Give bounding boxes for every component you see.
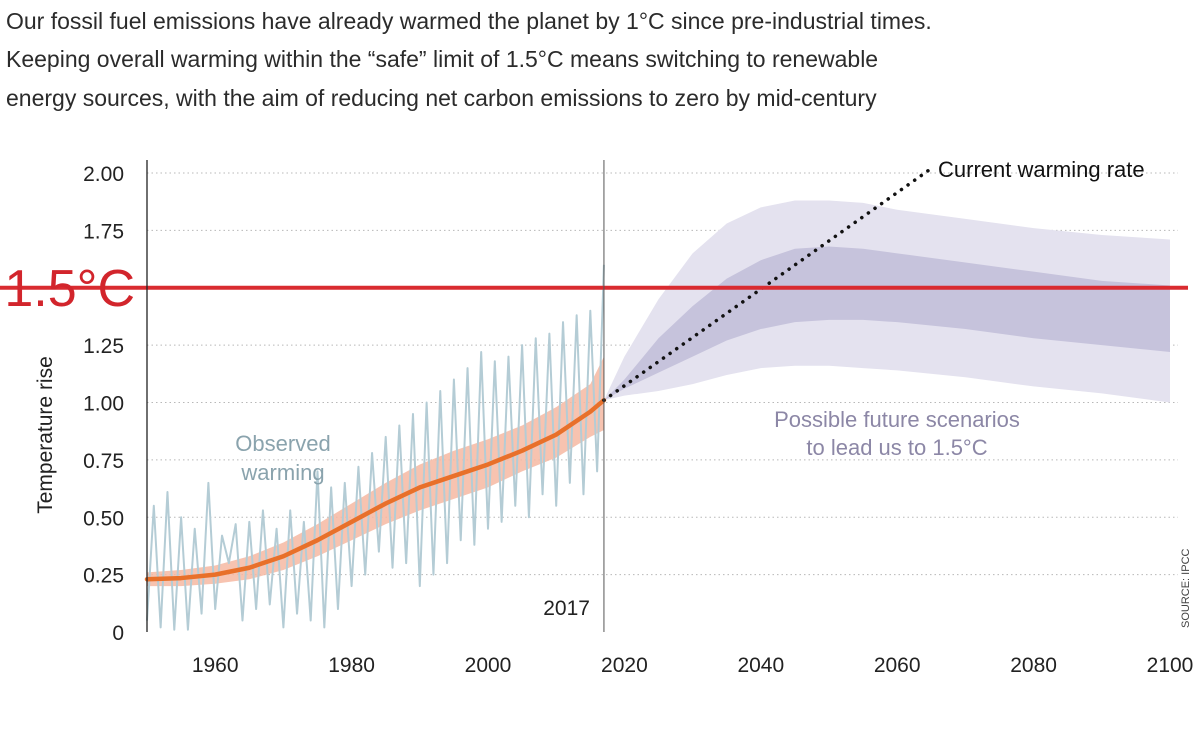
trend-line xyxy=(144,397,607,582)
x-tick-label: 1960 xyxy=(192,654,239,677)
scenario-inner-band xyxy=(603,246,1170,401)
source-note: SOURCE: IPCC xyxy=(1180,548,1192,628)
x-tick-label: 1980 xyxy=(328,654,375,677)
x-tick-label: 2000 xyxy=(465,654,512,677)
intro-line-3: energy sources, with the aim of reducing… xyxy=(6,85,877,111)
y-tick-label: 0.75 xyxy=(83,450,124,473)
current-warming-rate-label: Current warming rate xyxy=(938,157,1145,182)
series-lines xyxy=(0,166,1188,631)
observed-warming-line xyxy=(146,264,605,631)
y-tick-label: 0 xyxy=(112,622,124,645)
year-2017-label: 2017 xyxy=(543,597,590,620)
y-tick-label: 2.00 xyxy=(83,163,124,186)
future-scenarios-label-line-2: to lead us to 1.5°C xyxy=(806,435,987,460)
y-tick-label: 0.25 xyxy=(83,565,124,588)
x-tick-label: 2020 xyxy=(601,654,648,677)
intro-line-1: Our fossil fuel emissions have already w… xyxy=(6,8,932,34)
y-tick-label: 1.75 xyxy=(83,220,124,243)
observed-warming-label-line-1: Observed xyxy=(235,431,330,456)
x-tick-label: 2040 xyxy=(737,654,784,677)
future-scenarios-label-line-1: Possible future scenarios xyxy=(774,407,1020,432)
x-tick-label: 2080 xyxy=(1010,654,1057,677)
trend-uncertainty-band xyxy=(147,356,604,587)
bands xyxy=(147,200,1170,587)
x-tick-label: 2100 xyxy=(1147,654,1194,677)
observed-warming-label-line-2: warming xyxy=(240,460,324,485)
y-tick-label: 1.25 xyxy=(83,335,124,358)
x-tick-label: 2060 xyxy=(874,654,921,677)
intro-line-2: Keeping overall warming within the “safe… xyxy=(6,46,878,72)
y-tick-label-limit: 1.5°C xyxy=(4,260,135,318)
y-tick-label: 0.50 xyxy=(83,507,124,530)
y-tick-label: 1.00 xyxy=(83,393,124,416)
y-axis-title: Temperature rise xyxy=(34,356,57,514)
tick-labels: 0 0.25 0.50 0.75 1.00 1.25 1.5°C 1.75 2.00 1960 19… xyxy=(4,163,1193,677)
